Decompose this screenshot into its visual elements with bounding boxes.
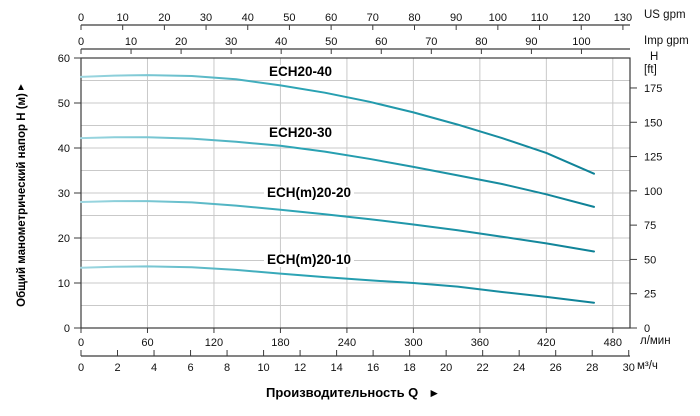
svg-text:0: 0 xyxy=(78,337,84,349)
curve-label-echm20-20: ECH(m)20-20 xyxy=(264,186,355,200)
unit-label-l-min: л/мин xyxy=(640,335,671,347)
svg-text:90: 90 xyxy=(525,36,537,48)
x-axis-title-text: Производительность Q xyxy=(266,385,419,400)
svg-text:100: 100 xyxy=(572,36,590,48)
svg-text:20: 20 xyxy=(58,233,70,245)
svg-text:30: 30 xyxy=(623,362,635,374)
svg-text:25: 25 xyxy=(644,289,656,301)
svg-text:175: 175 xyxy=(644,83,662,95)
svg-text:24: 24 xyxy=(513,362,525,374)
pump-curves xyxy=(80,74,595,304)
svg-text:30: 30 xyxy=(200,12,212,24)
svg-text:30: 30 xyxy=(225,36,237,48)
axis-top-us-gpm: 0 10 20 30 40 50 60 70 80 90 100 110 120 130 xyxy=(78,12,632,30)
up-arrow-icon: ▲ xyxy=(16,82,26,93)
svg-text:0: 0 xyxy=(64,323,70,335)
svg-text:10: 10 xyxy=(117,12,129,24)
svg-text:180: 180 xyxy=(271,337,289,349)
svg-text:110: 110 xyxy=(531,12,549,24)
svg-text:6: 6 xyxy=(187,362,193,374)
svg-text:0: 0 xyxy=(644,323,650,335)
axis-left-h-m: 0 10 20 30 40 50 60 xyxy=(58,53,81,335)
unit-label-h: H xyxy=(650,51,659,63)
svg-text:50: 50 xyxy=(58,98,70,110)
y-axis-title: Общий манометрический напор H (м) xyxy=(16,93,28,307)
curve-label-ech20-30: ECH20-30 xyxy=(266,126,336,140)
curve-ECH(m)20-20 xyxy=(80,200,595,253)
svg-text:20: 20 xyxy=(158,12,170,24)
svg-text:10: 10 xyxy=(58,278,70,290)
svg-text:90: 90 xyxy=(450,12,462,24)
svg-text:70: 70 xyxy=(425,36,437,48)
svg-text:360: 360 xyxy=(471,337,489,349)
svg-text:50: 50 xyxy=(644,254,656,266)
svg-text:60: 60 xyxy=(325,12,337,24)
svg-text:14: 14 xyxy=(330,362,342,374)
unit-label-m3-h: м³/ч xyxy=(637,360,658,372)
svg-text:100: 100 xyxy=(489,12,507,24)
svg-text:8: 8 xyxy=(224,362,230,374)
svg-text:40: 40 xyxy=(275,36,287,48)
svg-text:0: 0 xyxy=(78,12,84,24)
unit-label-us-gpm: US gpm xyxy=(644,9,686,21)
svg-text:80: 80 xyxy=(408,12,420,24)
svg-text:300: 300 xyxy=(404,337,422,349)
svg-text:120: 120 xyxy=(572,12,590,24)
axis-top-imp-gpm: 0 10 20 30 40 50 60 70 80 90 100 xyxy=(78,36,630,54)
svg-text:420: 420 xyxy=(537,337,555,349)
svg-text:50: 50 xyxy=(325,36,337,48)
curve-ECH(m)20-10 xyxy=(80,265,595,304)
svg-text:120: 120 xyxy=(205,337,223,349)
svg-text:22: 22 xyxy=(477,362,489,374)
svg-text:480: 480 xyxy=(604,337,622,349)
svg-text:4: 4 xyxy=(151,362,157,374)
svg-text:0: 0 xyxy=(78,36,84,48)
svg-text:50: 50 xyxy=(283,12,295,24)
svg-text:75: 75 xyxy=(644,220,656,232)
axis-right-h-ft: 0 25 50 75 100 125 150 175 xyxy=(630,83,662,335)
svg-text:12: 12 xyxy=(294,362,306,374)
svg-text:18: 18 xyxy=(404,362,416,374)
curve-label-ech20-40: ECH20-40 xyxy=(266,65,336,79)
svg-text:2: 2 xyxy=(114,362,120,374)
x-axis-title: Производительность Q ► xyxy=(266,385,440,400)
svg-text:16: 16 xyxy=(367,362,379,374)
axis-bottom-m3-h: 0 2 4 6 8 10 12 14 16 18 20 22 24 26 28 30 xyxy=(78,350,635,374)
unit-label-imp-gpm: Imp gpm xyxy=(644,35,689,47)
svg-text:20: 20 xyxy=(440,362,452,374)
svg-text:240: 240 xyxy=(338,337,356,349)
right-arrow-icon: ► xyxy=(428,386,441,400)
svg-text:60: 60 xyxy=(58,53,70,65)
svg-text:60: 60 xyxy=(375,36,387,48)
svg-text:40: 40 xyxy=(242,12,254,24)
svg-text:125: 125 xyxy=(644,152,662,164)
svg-text:28: 28 xyxy=(586,362,598,374)
svg-text:10: 10 xyxy=(125,36,137,48)
axis-bottom-l-min: 0 60 120 180 240 300 360 420 480 xyxy=(78,328,622,349)
unit-label-ft: [ft] xyxy=(644,64,657,76)
svg-text:100: 100 xyxy=(644,186,662,198)
svg-text:70: 70 xyxy=(367,12,379,24)
curve-label-echm20-10: ECH(m)20-10 xyxy=(264,253,355,267)
svg-text:30: 30 xyxy=(58,188,70,200)
svg-text:150: 150 xyxy=(644,117,662,129)
svg-text:20: 20 xyxy=(175,36,187,48)
svg-text:10: 10 xyxy=(257,362,269,374)
svg-text:40: 40 xyxy=(58,143,70,155)
svg-text:130: 130 xyxy=(614,12,632,24)
curve-ECH20-40 xyxy=(80,74,595,175)
svg-text:80: 80 xyxy=(475,36,487,48)
curve-ECH20-30 xyxy=(80,136,595,208)
svg-text:0: 0 xyxy=(78,362,84,374)
svg-text:26: 26 xyxy=(550,362,562,374)
svg-text:60: 60 xyxy=(141,337,153,349)
